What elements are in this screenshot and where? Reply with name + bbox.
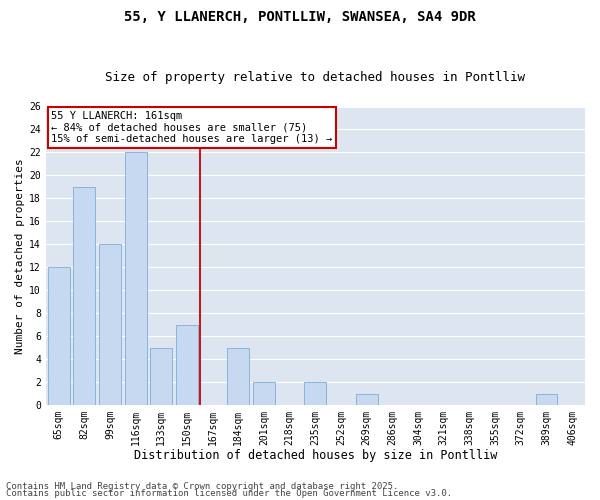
Bar bbox=[151, 348, 172, 405]
Bar bbox=[253, 382, 275, 405]
X-axis label: Distribution of detached houses by size in Pontlliw: Distribution of detached houses by size … bbox=[134, 450, 497, 462]
Bar bbox=[536, 394, 557, 405]
Text: Contains HM Land Registry data © Crown copyright and database right 2025.: Contains HM Land Registry data © Crown c… bbox=[6, 482, 398, 491]
Bar bbox=[227, 348, 249, 405]
Bar bbox=[125, 152, 146, 405]
Text: 55 Y LLANERCH: 161sqm
← 84% of detached houses are smaller (75)
15% of semi-deta: 55 Y LLANERCH: 161sqm ← 84% of detached … bbox=[51, 111, 332, 144]
Bar bbox=[356, 394, 377, 405]
Bar bbox=[99, 244, 121, 405]
Title: Size of property relative to detached houses in Pontlliw: Size of property relative to detached ho… bbox=[106, 72, 526, 85]
Text: 55, Y LLANERCH, PONTLLIW, SWANSEA, SA4 9DR: 55, Y LLANERCH, PONTLLIW, SWANSEA, SA4 9… bbox=[124, 10, 476, 24]
Bar bbox=[304, 382, 326, 405]
Bar bbox=[48, 268, 70, 405]
Bar bbox=[176, 325, 198, 405]
Text: Contains public sector information licensed under the Open Government Licence v3: Contains public sector information licen… bbox=[6, 489, 452, 498]
Bar bbox=[73, 187, 95, 405]
Y-axis label: Number of detached properties: Number of detached properties bbox=[15, 158, 25, 354]
